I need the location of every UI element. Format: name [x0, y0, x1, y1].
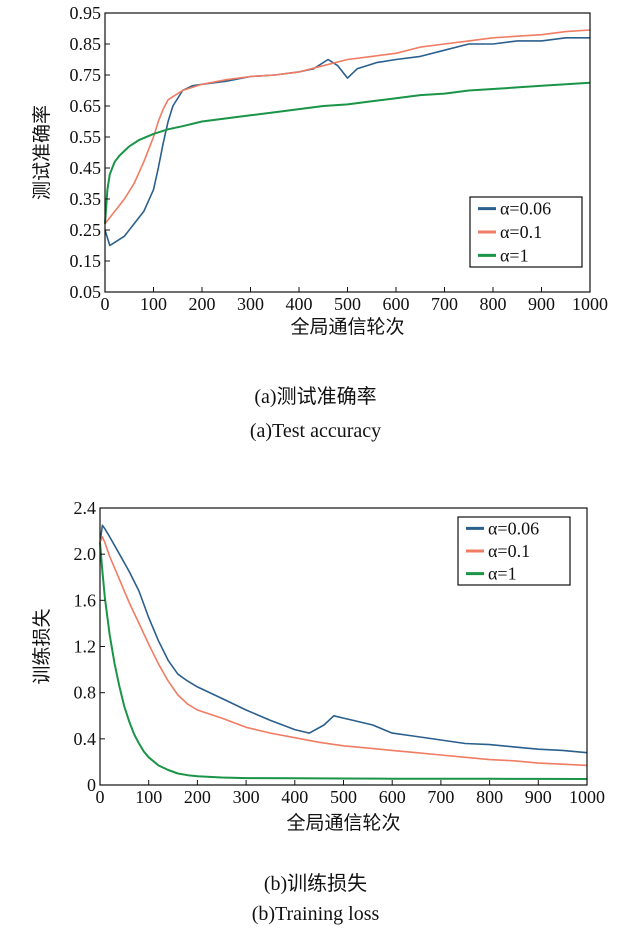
chart-a-x-axis-label: 全局通信轮次	[290, 316, 404, 338]
chart-a-x-tick-label: 400	[286, 294, 313, 314]
caption-a-english: (a)Test accuracy	[249, 420, 382, 442]
chart-b-y-tick-label: 0	[87, 775, 96, 795]
chart-a-x-tick-label: 900	[528, 294, 555, 314]
chart-b-x-axis-label: 全局通信轮次	[286, 812, 400, 834]
caption-b-chinese: (b)训练损失	[263, 873, 368, 895]
chart-a-y-tick-label: 0.55	[70, 127, 102, 147]
chart-b-x-tick-label: 800	[476, 787, 503, 807]
chart-b-x-tick-label: 300	[233, 787, 260, 807]
chart-b-x-tick-label: 600	[379, 787, 406, 807]
chart-a-x-tick-label: 800	[480, 294, 507, 314]
chart-a-legend-label-2: α=1	[500, 245, 529, 265]
chart-a-legend: α=0.06 α=0.1 α=1	[469, 196, 583, 268]
chart-b-series-line-2	[99, 542, 588, 780]
chart-a-y-axis-label: 测试准确率	[31, 105, 53, 200]
caption-a-chinese: (a)测试准确率	[254, 386, 377, 408]
chart-a-x-tick-label: 0	[101, 294, 110, 314]
chart-a-x-tick-label: 200	[189, 294, 216, 314]
chart-b-x-tick-label: 100	[135, 787, 162, 807]
chart-b-legend-label-1: α=0.1	[488, 541, 530, 561]
chart-b-x-tick-label: 500	[330, 787, 357, 807]
chart-a-y-tick-label: 0.15	[70, 251, 102, 271]
chart-b-y-tick-label: 0.8	[74, 683, 97, 703]
chart-b-legend: α=0.06 α=0.1 α=1	[457, 516, 571, 586]
chart-a-y-tick-label: 0.95	[70, 3, 102, 23]
chart-a-y-tick-label: 0.65	[70, 96, 102, 116]
chart-b-y-tick-label: 1.6	[74, 590, 97, 610]
chart-b-y-tick-label: 2.0	[74, 544, 97, 564]
chart-a-y-tick-label: 0.85	[70, 34, 102, 54]
caption-b-english: (b)Training loss	[251, 903, 380, 925]
chart-b-y-tick-label: 2.4	[74, 498, 97, 518]
chart-a-y-tick-label: 0.75	[70, 65, 102, 85]
chart-b: 0 100 200 300 400 500 600 700 800 900 1000 0 0.4 0.8 1…	[31, 498, 605, 834]
chart-b-x-tick-label: 0	[96, 787, 105, 807]
chart-a-x-tick-label: 1000	[572, 294, 608, 314]
chart-a-y-tick-label: 0.35	[70, 189, 102, 209]
chart-a-x-tick-label: 300	[237, 294, 264, 314]
chart-a-x-tick-label: 700	[431, 294, 458, 314]
chart-b-x-tick-label: 900	[525, 787, 552, 807]
chart-a-y-tick-label: 0.45	[70, 158, 102, 178]
chart-a: 0 100 200 300 400 500 600 700 800 900 1000 0.05 0.15…	[31, 3, 608, 338]
chart-b-x-tick-label: 1000	[569, 787, 605, 807]
chart-b-legend-label-2: α=1	[488, 564, 517, 584]
chart-a-x-tick-label: 500	[334, 294, 361, 314]
chart-a-series-line-2	[104, 81, 591, 224]
chart-b-y-axis-label: 训练损失	[31, 608, 53, 684]
chart-b-x-tick-label: 700	[427, 787, 454, 807]
chart-a-y-tick-label: 0.25	[70, 220, 102, 240]
chart-a-legend-label-1: α=0.1	[500, 222, 542, 242]
chart-a-x-tick-label: 100	[140, 294, 167, 314]
chart-b-y-tick-label: 0.4	[74, 729, 97, 749]
chart-a-legend-label-0: α=0.06	[500, 199, 551, 219]
chart-a-y-tick-label: 0.05	[70, 282, 102, 302]
chart-a-series-line-1	[104, 29, 591, 225]
chart-b-x-tick-label: 400	[281, 787, 308, 807]
chart-b-series-line-0	[99, 524, 588, 754]
chart-b-x-tick-label: 200	[184, 787, 211, 807]
chart-b-y-tick-label: 1.2	[74, 637, 97, 657]
chart-a-x-tick-label: 600	[383, 294, 410, 314]
chart-b-legend-label-0: α=0.06	[488, 518, 539, 538]
chart-b-series-line-1	[99, 536, 588, 767]
